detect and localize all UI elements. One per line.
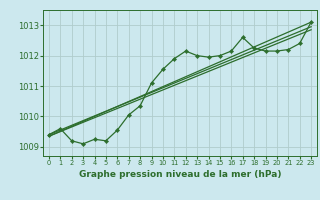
X-axis label: Graphe pression niveau de la mer (hPa): Graphe pression niveau de la mer (hPa) <box>79 170 281 179</box>
